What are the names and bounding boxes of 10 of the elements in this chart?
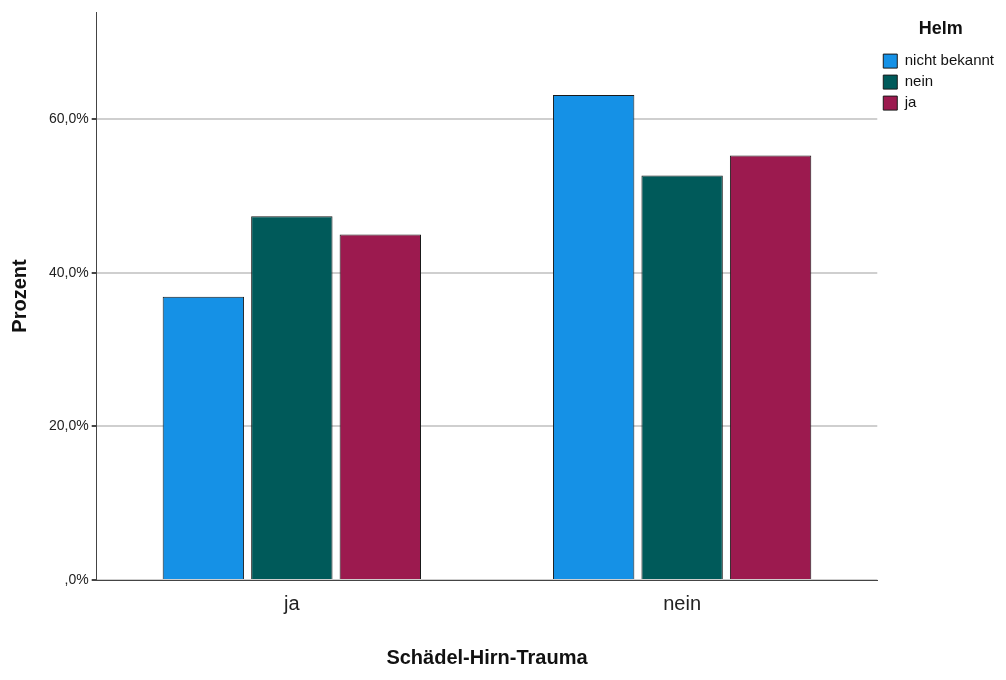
legend-label: ja bbox=[903, 93, 918, 111]
legend-label: nicht bekannt bbox=[904, 51, 995, 69]
x-axis-title: Schädel-Hirn-Trauma bbox=[386, 645, 589, 668]
y-tick-label: ,0% bbox=[64, 570, 89, 587]
y-tick-label: 40,0% bbox=[48, 263, 89, 280]
legend-label: nein bbox=[904, 72, 934, 90]
y-tick-label: 60,0% bbox=[48, 110, 89, 127]
y-tick-label: 20,0% bbox=[48, 417, 89, 434]
legend-title: Helm bbox=[918, 17, 963, 38]
y-axis-title: Prozent bbox=[7, 258, 30, 333]
